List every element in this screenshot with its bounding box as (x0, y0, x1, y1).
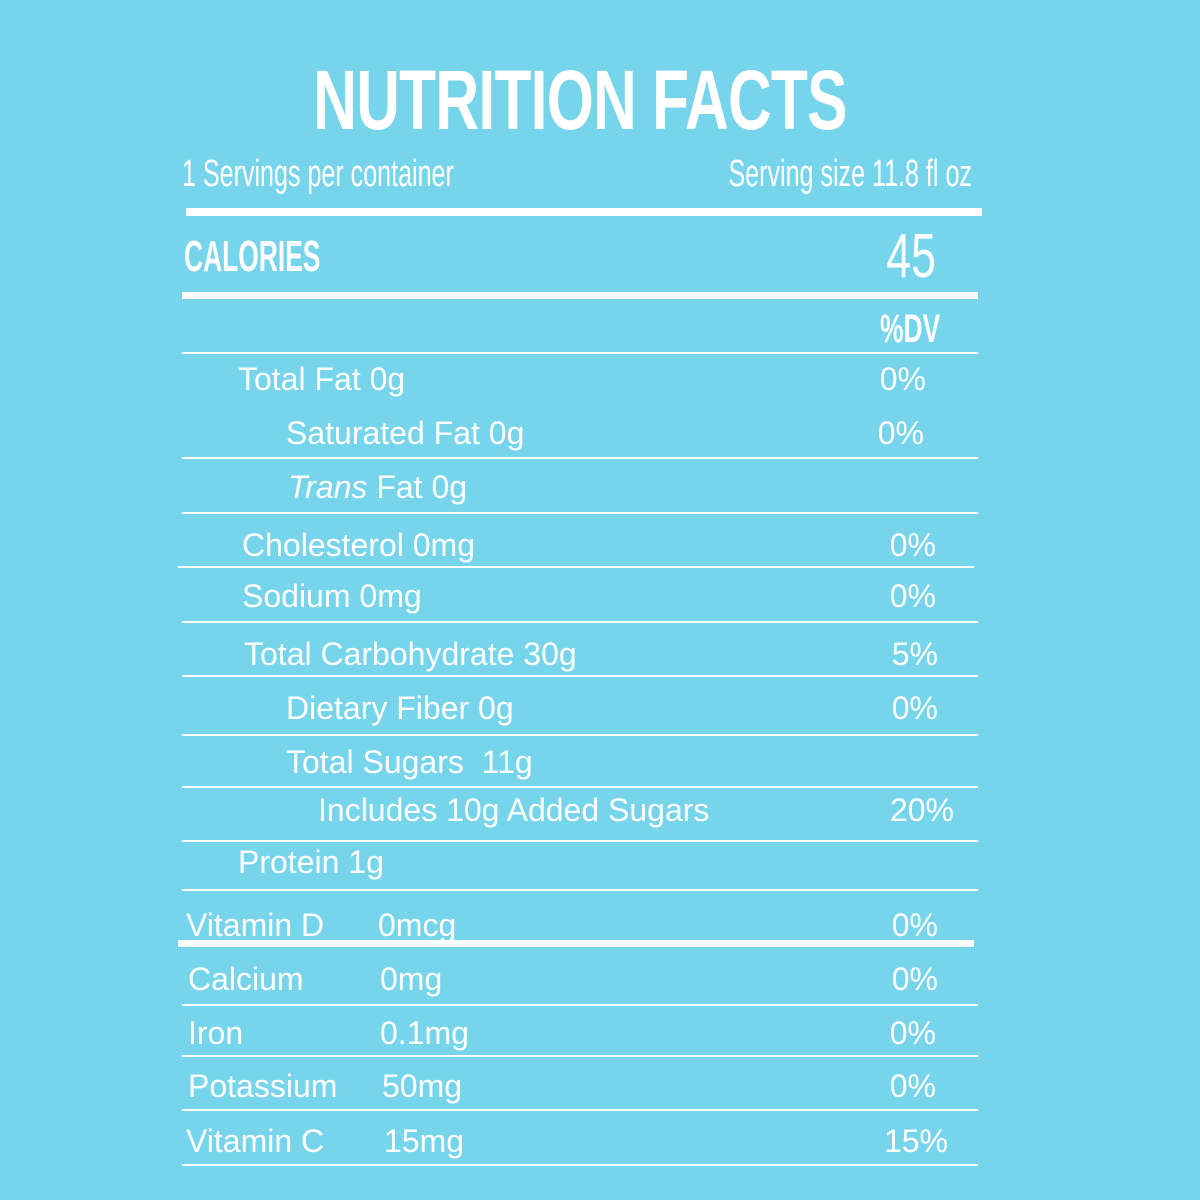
divider (182, 621, 978, 623)
divider (182, 1164, 978, 1166)
divider (182, 1004, 978, 1006)
vitamin-dv-vitamin-d: 0% (891, 907, 938, 943)
vitamin-amount-vitamin-d: 0mcg (378, 907, 457, 943)
nutrient-label-cholesterol: Cholesterol 0mg (242, 527, 475, 563)
divider (182, 675, 978, 677)
vitamin-name-iron: Iron (188, 1015, 244, 1051)
nutrient-label-saturated-fat: Saturated Fat 0g (286, 415, 525, 451)
nutrient-dv-sodium: 0% (889, 578, 936, 614)
trans-fat-label-rest: Fat 0g (367, 469, 468, 505)
nutrient-dv-cholesterol: 0% (889, 527, 936, 563)
vitamin-dv-potassium: 0% (889, 1068, 936, 1104)
divider (182, 512, 978, 514)
nutrient-dv-total-carbohydrate: 5% (891, 636, 938, 672)
divider (182, 840, 978, 842)
nutrient-dv-saturated-fat: 0% (877, 415, 924, 451)
calories-value: 45 (886, 222, 936, 291)
nutrient-label-added-sugars: Includes 10g Added Sugars (318, 792, 710, 828)
nutrient-label-total-sugars: Total Sugars 11g (286, 744, 533, 780)
vitamin-amount-iron: 0.1mg (380, 1015, 469, 1051)
divider (178, 566, 974, 568)
nutrient-dv-total-fat: 0% (879, 361, 926, 397)
thick-divider-calories (182, 292, 978, 299)
vitamin-name-vitamin-c: Vitamin C (186, 1123, 325, 1159)
nutrient-label-total-carbohydrate: Total Carbohydrate 30g (244, 636, 577, 672)
servings-per-container: 1 Servings per container (182, 153, 454, 195)
thick-divider-vitamins (178, 940, 974, 947)
nutrient-dv-added-sugars: 20% (889, 792, 954, 828)
calories-label: CALORIES (184, 232, 321, 281)
divider (182, 1109, 978, 1111)
vitamin-dv-calcium: 0% (891, 961, 938, 997)
divider (182, 889, 978, 891)
vitamin-amount-calcium: 0mg (380, 961, 443, 997)
nutrition-facts-panel: NUTRITION FACTS 1 Servings per container… (178, 50, 982, 1170)
divider (182, 457, 978, 459)
nutrient-label-protein: Protein 1g (238, 844, 384, 880)
nutrient-label-total-fat: Total Fat 0g (238, 361, 406, 397)
vitamin-amount-potassium: 50mg (382, 1068, 463, 1104)
vitamin-dv-vitamin-c: 15% (883, 1123, 948, 1159)
thick-divider-top (186, 208, 982, 216)
vitamin-dv-iron: 0% (889, 1015, 936, 1051)
divider (182, 352, 978, 354)
vitamin-name-potassium: Potassium (188, 1068, 338, 1104)
serving-size: Serving size 11.8 fl oz (728, 153, 972, 195)
nutrient-label-dietary-fiber: Dietary Fiber 0g (286, 690, 514, 726)
divider (182, 734, 978, 736)
vitamin-amount-vitamin-c: 15mg (384, 1123, 465, 1159)
nutrition-facts-title: NUTRITION FACTS (313, 53, 847, 147)
nutrient-label-sodium: Sodium 0mg (242, 578, 422, 614)
divider (182, 1055, 978, 1057)
vitamin-name-calcium: Calcium (188, 961, 304, 997)
trans-italic-label: Trans (288, 469, 368, 505)
nutrient-dv-dietary-fiber: 0% (891, 690, 938, 726)
percent-daily-value-header: %DV (879, 307, 940, 351)
vitamin-name-vitamin-d: Vitamin D (186, 907, 325, 943)
nutrient-label-trans-fat: Trans Fat 0g (288, 467, 467, 507)
divider (182, 786, 978, 788)
